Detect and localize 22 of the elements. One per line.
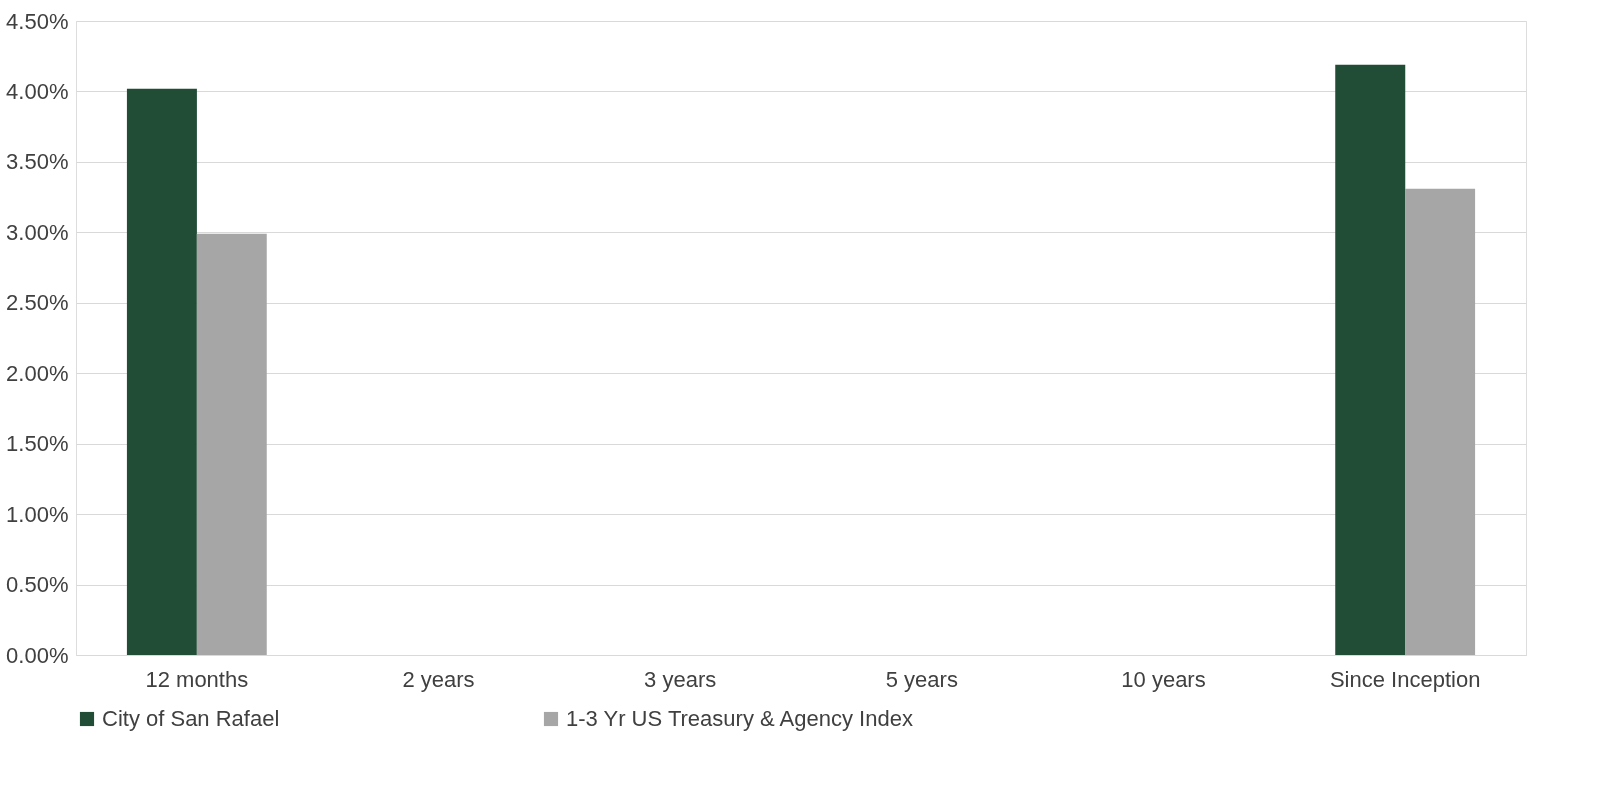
x-tick-label: 3 years (644, 666, 717, 692)
x-tick-label: 2 years (402, 666, 475, 692)
y-tick-label: 0.00% (6, 642, 69, 668)
x-tick-label: Since Inception (1329, 666, 1481, 692)
x-tick-label: 10 years (1121, 666, 1206, 692)
y-tick-label: 3.00% (6, 219, 69, 245)
y-tick-label: 2.50% (6, 290, 69, 316)
legend-label: City of San Rafael (102, 706, 280, 731)
y-tick-label: 0.50% (6, 572, 69, 598)
y-tick-label: 1.50% (6, 431, 69, 457)
x-tick-label: 5 years (885, 666, 958, 692)
bar (1405, 188, 1476, 655)
bar (126, 88, 197, 655)
bar (1335, 64, 1406, 655)
legend-label: 1-3 Yr US Treasury & Agency Index (566, 706, 913, 731)
y-tick-label: 4.00% (6, 78, 69, 104)
x-tick-label: 12 months (145, 666, 249, 692)
bar (196, 233, 267, 655)
y-tick-label: 3.50% (6, 149, 69, 175)
y-tick-label: 4.50% (6, 8, 69, 34)
y-tick-label: 2.00% (6, 360, 69, 386)
y-tick-label: 1.00% (6, 501, 69, 527)
